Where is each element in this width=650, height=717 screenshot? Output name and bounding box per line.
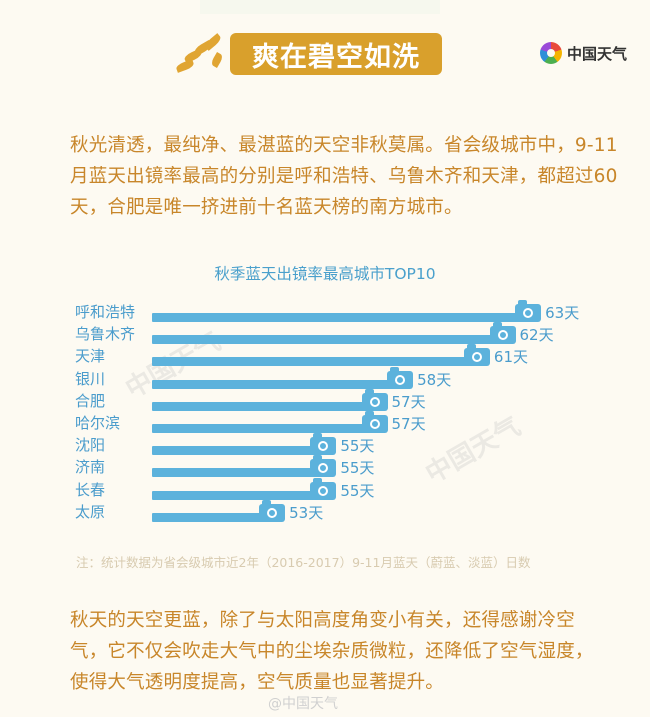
city-label: 哈尔滨	[75, 414, 121, 432]
intro-paragraph: 秋光清透，最纯净、最湛蓝的天空非秋莫属。省会级城市中，9-11月蓝天出镜率最高的…	[70, 135, 618, 218]
chart-row: 乌鲁木齐 62天	[0, 322, 650, 345]
value-label: 57天	[391, 415, 426, 433]
bar	[152, 490, 317, 500]
camera-icon	[259, 499, 286, 522]
value-label: 63天	[545, 304, 580, 322]
outro-paragraph: 秋天的天空更蓝，除了与太阳高度角变小有关，还得感谢冷空气，它不仅会吹走大气中的尘…	[70, 610, 594, 693]
camera-icon	[310, 477, 337, 500]
bar	[152, 379, 394, 389]
city-label: 天津	[75, 347, 106, 366]
chart-row: 长春 55天	[0, 477, 650, 500]
city-label: 长春	[75, 480, 106, 499]
bar	[152, 446, 317, 456]
top-strip	[200, 0, 440, 14]
city-label: 乌鲁木齐	[75, 325, 136, 344]
value-label: 61天	[493, 348, 528, 367]
camera-icon	[310, 455, 337, 478]
brand-name: 中国天气	[567, 44, 628, 63]
value-label: 62天	[519, 326, 554, 345]
chart-row: 太原 53天	[0, 499, 650, 522]
section-header: 爽在碧空如洗	[170, 32, 442, 76]
chart-row: 沈阳 55天	[0, 433, 650, 456]
bar	[152, 313, 522, 322]
bar	[152, 357, 470, 367]
value-label: 58天	[417, 370, 452, 389]
chart-row: 哈尔滨 57天	[0, 411, 650, 433]
chart-note: 注：统计数据为省会级城市近2年（2016-2017）9-11月蓝天（蔚蓝、淡蓝）…	[76, 555, 531, 570]
bar	[152, 512, 266, 522]
value-label: 55天	[340, 481, 375, 500]
city-label: 沈阳	[75, 436, 106, 455]
chart-row: 合肥 57天	[0, 388, 650, 411]
camera-icon	[361, 388, 388, 411]
city-label: 银川	[75, 369, 106, 388]
weibo-watermark: @中国天气	[268, 696, 338, 712]
chart-title: 秋季蓝天出镜率最高城市TOP10	[214, 265, 436, 283]
city-label: 太原	[75, 502, 106, 521]
chart-row: 济南 55天	[0, 455, 650, 478]
chart-row: 银川 58天	[0, 366, 650, 389]
camera-icon	[310, 433, 337, 456]
value-label: 55天	[340, 459, 375, 478]
city-label: 合肥	[75, 391, 106, 410]
value-label: 53天	[289, 503, 324, 522]
bar	[152, 468, 317, 478]
chart-row: 天津 61天	[0, 344, 650, 367]
value-label: 55天	[340, 437, 375, 456]
city-label: 济南	[75, 458, 106, 477]
camera-icon	[489, 322, 516, 345]
camera-icon	[387, 366, 414, 389]
camera-icon	[361, 411, 388, 433]
city-label: 呼和浩特	[75, 303, 136, 321]
bar	[152, 401, 368, 411]
pinwheel-logo-icon	[540, 42, 562, 64]
value-label: 57天	[391, 392, 426, 411]
wheat-leaf-icon	[170, 32, 230, 76]
section-title: 爽在碧空如洗	[230, 33, 442, 75]
camera-icon	[463, 344, 490, 367]
bar	[152, 335, 496, 345]
brand-logo: 中国天气	[540, 42, 627, 64]
camera-icon	[515, 300, 542, 322]
chart-row: 呼和浩特 63天	[0, 300, 650, 322]
bar	[152, 424, 368, 433]
